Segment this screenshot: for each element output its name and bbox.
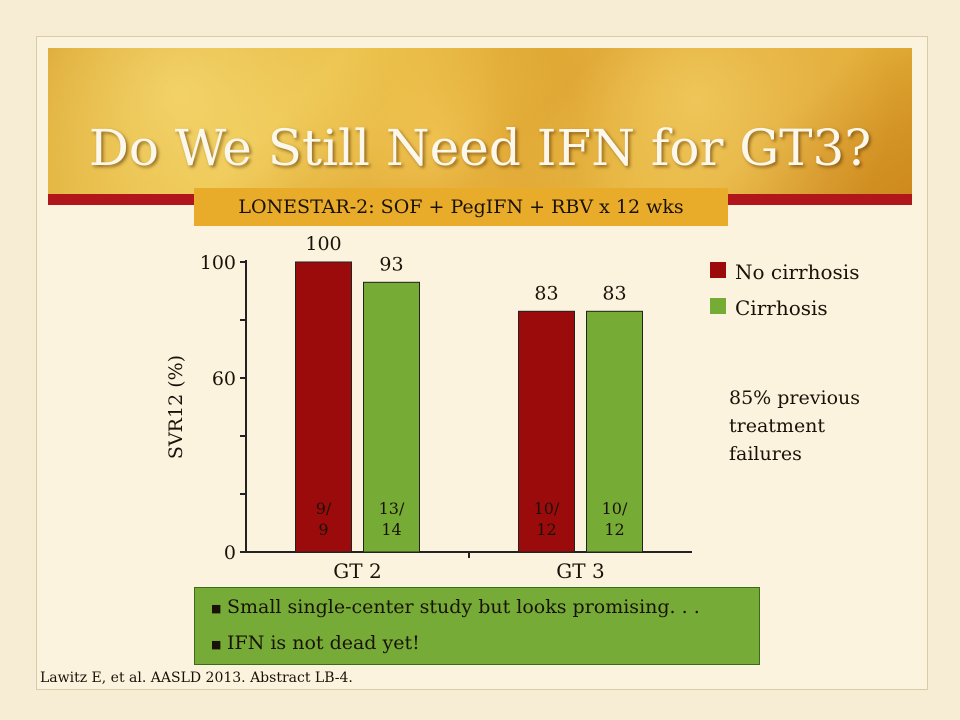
- value-label-gt-3-cirrhosis: 83: [602, 282, 626, 304]
- conclusion-text-2: IFN is not dead yet!: [227, 632, 420, 654]
- count-label-gt-2-cirrhosis: 13/14: [379, 499, 405, 539]
- legend-label-no-cirrhosis: No cirrhosis: [735, 260, 860, 284]
- square-bullet-icon: ■: [211, 601, 222, 615]
- square-bullet-icon: ■: [211, 637, 222, 651]
- y-tick-label-60: 60: [212, 368, 236, 390]
- conclusion-bullet-2: ■ IFN is not dead yet!: [211, 632, 420, 654]
- conclusion-text-1: Small single-center study but looks prom…: [227, 596, 700, 618]
- y-tick-label-20: 20: [212, 484, 236, 506]
- legend-swatch-cirrhosis: [710, 298, 726, 314]
- study-subtitle: LONESTAR-2: SOF + PegIFN + RBV x 12 wks: [194, 188, 728, 226]
- slide-title: Do We Still Need IFN for GT3?: [88, 119, 872, 177]
- citation: Lawitz E, et al. AASLD 2013. Abstract LB…: [40, 670, 353, 686]
- y-tick-label-100: 100: [200, 252, 236, 274]
- legend-swatch-no-cirrhosis: [710, 262, 726, 278]
- y-tick-label-40: 40: [212, 426, 236, 448]
- title-banner: [48, 48, 912, 194]
- y-tick-label-0: 0: [224, 542, 236, 564]
- bar-gt-3-no-cirrhosis: [518, 310, 575, 553]
- count-label-gt-3-cirrhosis: 10/12: [602, 499, 628, 539]
- bar-gt-3-cirrhosis: [586, 310, 643, 553]
- y-axis-label: SVR12 (%): [165, 355, 187, 459]
- bar-gt-2-no-cirrhosis: [295, 261, 352, 553]
- previous-failures-note: 85% previous treatment failures: [729, 387, 860, 465]
- category-label-gt-3: GT 3: [556, 559, 604, 583]
- conclusion-bullet-1: ■ Small single-center study but looks pro…: [211, 596, 700, 618]
- count-label-gt-2-no-cirrhosis: 9/9: [316, 499, 332, 539]
- y-tick-label-80: 80: [212, 310, 236, 332]
- conclusion-box: ■ Small single-center study but looks pro…: [194, 587, 760, 665]
- category-label-gt-2: GT 2: [333, 559, 381, 583]
- bar-gt-2-cirrhosis: [363, 281, 420, 553]
- count-label-gt-3-no-cirrhosis: 10/12: [534, 499, 560, 539]
- legend-label-cirrhosis: Cirrhosis: [735, 296, 828, 320]
- value-label-gt-3-no-cirrhosis: 83: [534, 282, 558, 304]
- value-label-gt-2-no-cirrhosis: 100: [305, 233, 341, 255]
- value-label-gt-2-cirrhosis: 93: [379, 253, 403, 275]
